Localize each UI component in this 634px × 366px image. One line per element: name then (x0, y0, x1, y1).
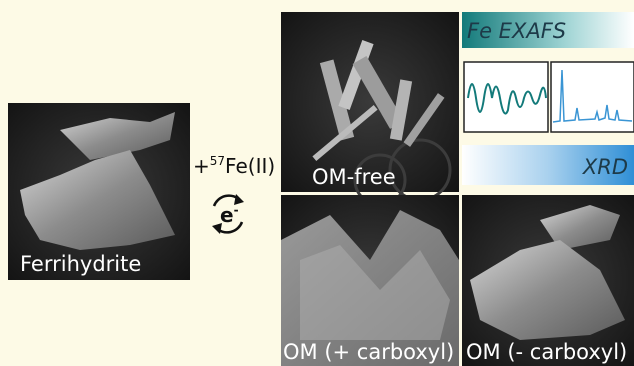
om-plus-panel: OM (+ carboxyl) (281, 195, 459, 366)
technique-label: Fe EXAFS (467, 19, 566, 43)
panel-label: OM (- carboxyl) (466, 340, 627, 364)
graphical-abstract: Ferrihydrite +57Fe(II) e- OM-free OM (+ … (0, 0, 634, 366)
spectra (464, 62, 634, 132)
page: Ferrihydrite +57Fe(II) e- OM-free OM (+ … (0, 0, 634, 366)
isotope: 57 (210, 154, 225, 168)
electron-symbol: e (220, 203, 234, 227)
sign: + (193, 154, 210, 178)
panel-label: Ferrihydrite (20, 252, 141, 276)
electron-charge: - (234, 203, 239, 217)
ferrihydrite-panel: Ferrihydrite (8, 103, 190, 280)
electron-cycle: e- (212, 194, 244, 234)
technique-label: XRD (582, 155, 628, 179)
panel-label: OM-free (312, 165, 396, 189)
electron: e- (220, 203, 239, 227)
panel-label: OM (+ carboxyl) (283, 340, 454, 364)
reaction-label: +57Fe(II) (193, 154, 275, 178)
species: Fe(II) (225, 154, 275, 178)
om-minus-panel: OM (- carboxyl) (462, 195, 634, 366)
om-free-panel: OM-free (281, 12, 459, 205)
